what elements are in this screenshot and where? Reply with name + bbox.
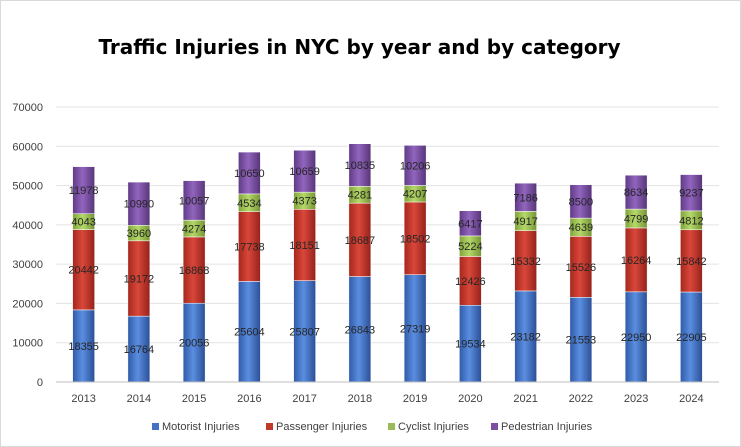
legend: Motorist Injuries Passenger Injuries Cycli… bbox=[152, 421, 593, 433]
bar-segment bbox=[680, 174, 703, 212]
data-label: 20056 bbox=[179, 338, 210, 350]
y-tick-label: 0 bbox=[37, 377, 43, 389]
data-label: 23182 bbox=[510, 331, 541, 343]
x-tick-label: 2019 bbox=[403, 393, 427, 405]
data-label: 9237 bbox=[679, 188, 703, 200]
y-tick-label: 20000 bbox=[12, 298, 43, 310]
data-label: 4207 bbox=[403, 189, 427, 201]
data-label: 6417 bbox=[458, 218, 482, 230]
y-tick-label: 70000 bbox=[12, 102, 43, 114]
data-label: 4812 bbox=[679, 215, 703, 227]
data-label: 25807 bbox=[289, 326, 320, 338]
axes: 0 10000 20000 30000 40000 50000 60000 70000 2013… bbox=[12, 102, 719, 405]
data-label: 19172 bbox=[124, 273, 155, 285]
data-label: 16764 bbox=[124, 344, 155, 356]
data-label: 27319 bbox=[400, 323, 431, 335]
data-label: 5224 bbox=[458, 241, 482, 253]
legend-swatch bbox=[491, 423, 498, 430]
data-label: 12426 bbox=[455, 276, 486, 288]
bar-segment bbox=[238, 151, 261, 195]
data-label: 18687 bbox=[345, 235, 376, 247]
data-label: 19534 bbox=[455, 339, 486, 351]
bar-segment bbox=[403, 145, 427, 186]
bar-segment bbox=[348, 143, 372, 187]
y-tick-label: 30000 bbox=[12, 259, 43, 271]
data-label: 7186 bbox=[513, 192, 537, 204]
data-label: 16868 bbox=[179, 265, 210, 277]
bar-segment bbox=[624, 174, 648, 210]
legend-label: Cyclist Injuries bbox=[398, 421, 469, 433]
x-tick-label: 2017 bbox=[292, 393, 316, 405]
x-tick-label: 2015 bbox=[182, 393, 206, 405]
data-label: 4917 bbox=[513, 216, 537, 228]
chart-title: Traffic Injuries in NYC by year and by c… bbox=[98, 35, 621, 59]
bar-segment bbox=[459, 210, 482, 237]
x-tick-label: 2013 bbox=[71, 393, 95, 405]
y-tick-label: 50000 bbox=[12, 181, 43, 193]
data-label: 15332 bbox=[510, 256, 541, 268]
data-label: 20442 bbox=[68, 265, 99, 277]
x-tick-label: 2016 bbox=[237, 393, 261, 405]
data-label: 10990 bbox=[124, 199, 155, 211]
data-label: 15842 bbox=[676, 256, 707, 268]
bar-segment bbox=[127, 181, 151, 226]
bars bbox=[72, 143, 703, 383]
bar-segment bbox=[293, 150, 316, 193]
bar-segment bbox=[72, 166, 95, 214]
legend-label: Motorist Injuries bbox=[162, 421, 240, 433]
data-label: 22950 bbox=[621, 332, 652, 344]
y-tick-label: 40000 bbox=[12, 220, 43, 232]
data-label: 18151 bbox=[289, 240, 320, 252]
x-tick-label: 2014 bbox=[127, 393, 151, 405]
y-tick-label: 10000 bbox=[12, 338, 43, 350]
y-tick-label: 60000 bbox=[12, 141, 43, 153]
data-label: 8500 bbox=[569, 196, 593, 208]
data-label: 8634 bbox=[624, 187, 648, 199]
data-label: 4639 bbox=[569, 222, 593, 234]
data-label: 4373 bbox=[292, 196, 316, 208]
data-label: 3960 bbox=[127, 228, 151, 240]
legend-label: Passenger Injuries bbox=[276, 421, 368, 433]
data-label: 4043 bbox=[71, 217, 95, 229]
data-label: 22905 bbox=[676, 332, 707, 344]
data-label: 26843 bbox=[345, 324, 376, 336]
data-label: 4799 bbox=[624, 214, 648, 226]
data-label: 25604 bbox=[234, 327, 265, 339]
legend-label: Pedestrian Injuries bbox=[501, 421, 593, 433]
data-label: 4274 bbox=[182, 224, 206, 236]
gridlines bbox=[56, 106, 719, 344]
x-tick-label: 2020 bbox=[458, 393, 482, 405]
data-label: 15526 bbox=[566, 262, 597, 274]
data-label: 4281 bbox=[348, 190, 372, 202]
legend-swatch bbox=[152, 423, 159, 430]
data-label: 10057 bbox=[179, 195, 210, 207]
x-tick-label: 2023 bbox=[624, 393, 648, 405]
data-label: 11978 bbox=[69, 185, 99, 197]
x-tick-label: 2018 bbox=[348, 393, 372, 405]
data-labels: 18355 20442 4043 11978 16764 19172 3960 10990 20… bbox=[68, 160, 706, 356]
data-label: 10650 bbox=[234, 168, 265, 180]
data-label: 16264 bbox=[621, 255, 652, 267]
bar-segment bbox=[569, 184, 593, 219]
data-label: 10659 bbox=[289, 166, 320, 178]
data-label: 18355 bbox=[68, 341, 99, 353]
data-label: 18502 bbox=[400, 233, 431, 245]
data-label: 10206 bbox=[400, 160, 431, 172]
bar-segment bbox=[514, 182, 537, 212]
data-label: 4534 bbox=[237, 198, 261, 210]
x-tick-label: 2024 bbox=[679, 393, 703, 405]
legend-swatch bbox=[388, 423, 395, 430]
data-label: 21553 bbox=[566, 335, 597, 347]
x-tick-label: 2022 bbox=[569, 393, 593, 405]
bar-segment bbox=[182, 180, 206, 221]
data-label: 10835 bbox=[345, 160, 376, 172]
legend-swatch bbox=[266, 423, 273, 430]
data-label: 17738 bbox=[234, 242, 265, 254]
x-tick-label: 2021 bbox=[513, 393, 537, 405]
